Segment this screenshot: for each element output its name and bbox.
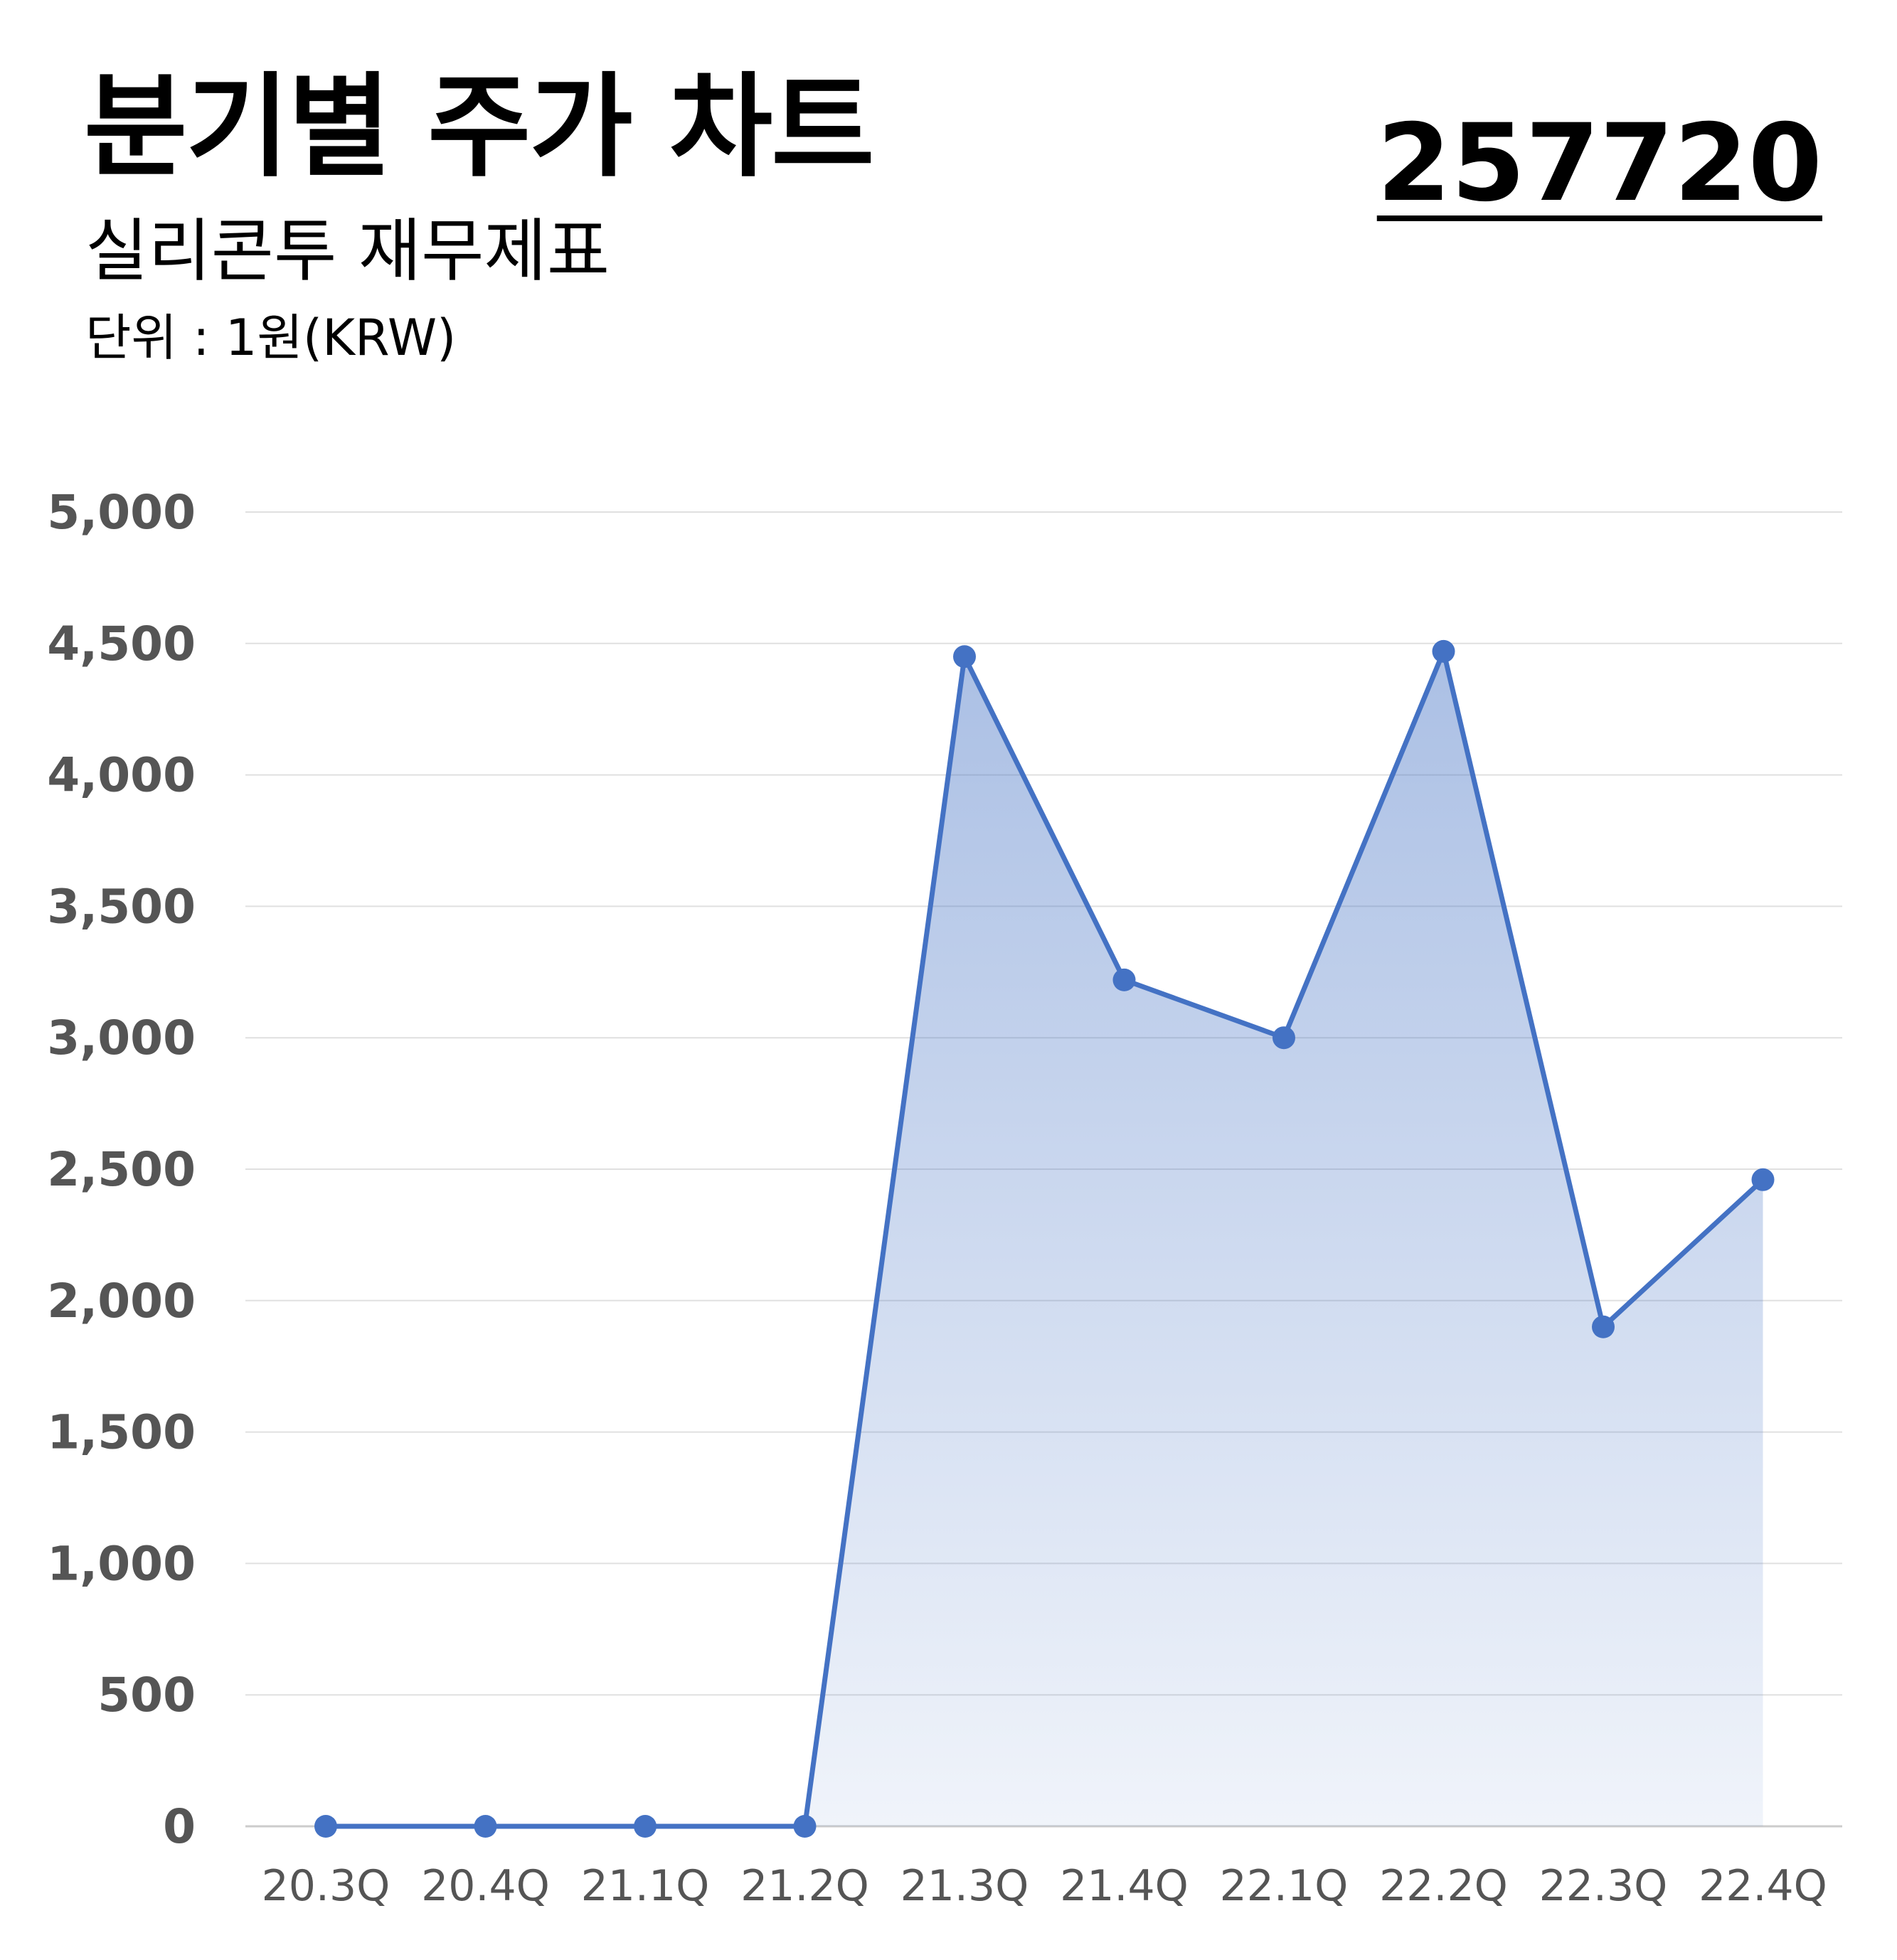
y-tick-label: 3,000 bbox=[47, 1011, 196, 1065]
data-point bbox=[793, 1815, 817, 1838]
x-tick-label: 22.3Q bbox=[1539, 1861, 1668, 1911]
series-layer bbox=[314, 639, 1775, 1838]
y-tick-label: 4,500 bbox=[47, 617, 196, 671]
company-subtitle: 실리콘투 재무제표 bbox=[85, 211, 610, 291]
y-tick-label: 1,000 bbox=[47, 1536, 196, 1591]
x-tick-label: 22.2Q bbox=[1379, 1861, 1508, 1911]
x-tick-label: 21.4Q bbox=[1060, 1861, 1189, 1911]
data-point bbox=[1272, 1026, 1295, 1050]
data-point bbox=[1432, 639, 1455, 663]
data-point bbox=[634, 1815, 657, 1838]
y-tick-label: 2,500 bbox=[47, 1142, 196, 1197]
data-point bbox=[314, 1815, 337, 1838]
unit-label: 단위 : 1원(KRW) bbox=[85, 309, 457, 367]
y-tick-label: 5,000 bbox=[47, 485, 196, 540]
x-tick-label: 20.3Q bbox=[262, 1861, 390, 1911]
x-axis-ticks: 20.3Q 20.4Q 21.1Q 21.2Q 21.3Q 21.4Q 22.1Q 22.2Q… bbox=[262, 1861, 1827, 1911]
y-tick-label: 4,000 bbox=[47, 748, 196, 803]
series-line bbox=[323, 649, 1765, 1829]
x-tick-label: 21.2Q bbox=[740, 1861, 869, 1911]
data-point bbox=[953, 645, 976, 669]
data-point bbox=[1751, 1168, 1775, 1191]
chart-title: 분기별 주가 차트 bbox=[84, 62, 875, 193]
data-point bbox=[474, 1815, 497, 1838]
data-point bbox=[1592, 1315, 1615, 1338]
y-tick-label: 1,500 bbox=[47, 1405, 196, 1460]
x-tick-label: 22.1Q bbox=[1220, 1861, 1349, 1911]
y-tick-label: 0 bbox=[163, 1799, 196, 1854]
y-tick-label: 2,000 bbox=[47, 1274, 196, 1328]
x-tick-label: 20.4Q bbox=[421, 1861, 550, 1911]
y-tick-label: 500 bbox=[97, 1668, 196, 1722]
x-tick-label: 21.3Q bbox=[900, 1861, 1029, 1911]
y-tick-label: 3,500 bbox=[47, 879, 196, 934]
area-fill bbox=[804, 651, 1763, 1827]
y-axis-ticks: 0 500 1,000 1,500 2,000 2,500 3,000 3,500 4,000 4… bbox=[47, 485, 196, 1854]
x-tick-label: 21.1Q bbox=[581, 1861, 710, 1911]
stock-code: 257720 bbox=[1376, 102, 1822, 225]
data-point bbox=[1112, 968, 1136, 991]
x-tick-label: 22.4Q bbox=[1699, 1861, 1827, 1911]
